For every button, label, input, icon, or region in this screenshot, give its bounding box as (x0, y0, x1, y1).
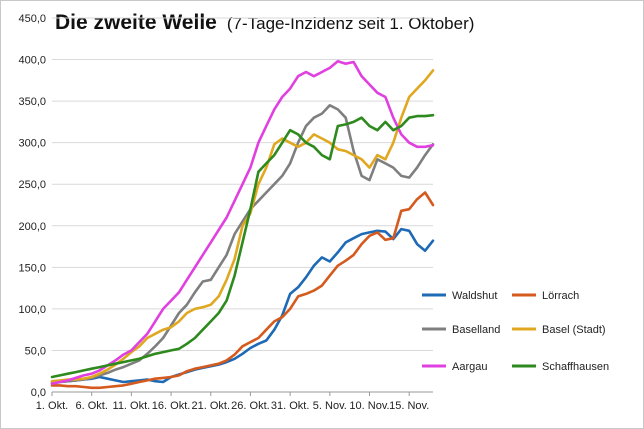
series-line-schaffhausen (50, 113, 435, 379)
x-tick-label: 26. Okt. (231, 400, 270, 412)
x-axis: 1. Okt. 6. Okt. 11. Okt. 16. Okt. 21. Okt. 26… (36, 392, 429, 412)
x-tick-label: 5. Nov. (313, 400, 347, 412)
legend-label-l-rrach: Lörrach (542, 290, 579, 302)
legend-label-baselland: Baselland (452, 324, 500, 336)
series-lines (50, 59, 435, 390)
legend-label-schaffhausen: Schaffhausen (542, 361, 609, 373)
x-tick-label: 6. Okt. (75, 400, 107, 412)
x-tick-label: 11. Okt. (113, 400, 151, 412)
series-line-baselland (50, 104, 435, 384)
series-line-waldshut (50, 227, 435, 386)
x-tick-label: 21. Okt. (191, 400, 230, 412)
y-tick-label: 250,0 (18, 179, 46, 191)
x-tick-label: 31. Okt. (271, 400, 310, 412)
y-tick-label: 200,0 (18, 221, 46, 233)
legend-label-aargau: Aargau (452, 361, 487, 373)
y-tick-label: 350,0 (18, 96, 46, 108)
title-main: Die zweite Welle (55, 11, 217, 34)
chart-title: Die zweite Welle (7-Tage-Inzidenz seit 1.… (55, 11, 474, 35)
title-subtitle: (7-Tage-Inzidenz seit 1. Oktober) (226, 14, 475, 33)
x-tick-label: 1. Okt. (36, 400, 68, 412)
y-tick-label: 300,0 (18, 138, 46, 150)
x-tick-label: 16. Okt. (152, 400, 191, 412)
series-line-l-rrach (50, 191, 435, 390)
series-line-aargau (50, 59, 435, 386)
x-tick-label: 10. Nov. (349, 400, 389, 412)
y-tick-label: 0,0 (31, 387, 46, 399)
y-tick-label: 400,0 (18, 55, 46, 67)
y-tick-label: 150,0 (18, 262, 46, 274)
legend-label-basel-stadt: Basel (Stadt) (542, 324, 606, 336)
gridlines (52, 17, 433, 393)
y-tick-label: 100,0 (18, 304, 46, 316)
y-tick-label: 450,0 (18, 13, 46, 25)
legend: Waldshut Lörrach Baselland Basel (Stadt) Aar… (422, 290, 609, 373)
y-axis: 0,0 50,0 100,0 150,0 200,0 250,0 300,0 350,0 400… (18, 13, 46, 399)
y-tick-label: 50,0 (25, 345, 46, 357)
legend-label-waldshut: Waldshut (452, 290, 497, 302)
x-tick-label: 15. Nov. (389, 400, 429, 412)
